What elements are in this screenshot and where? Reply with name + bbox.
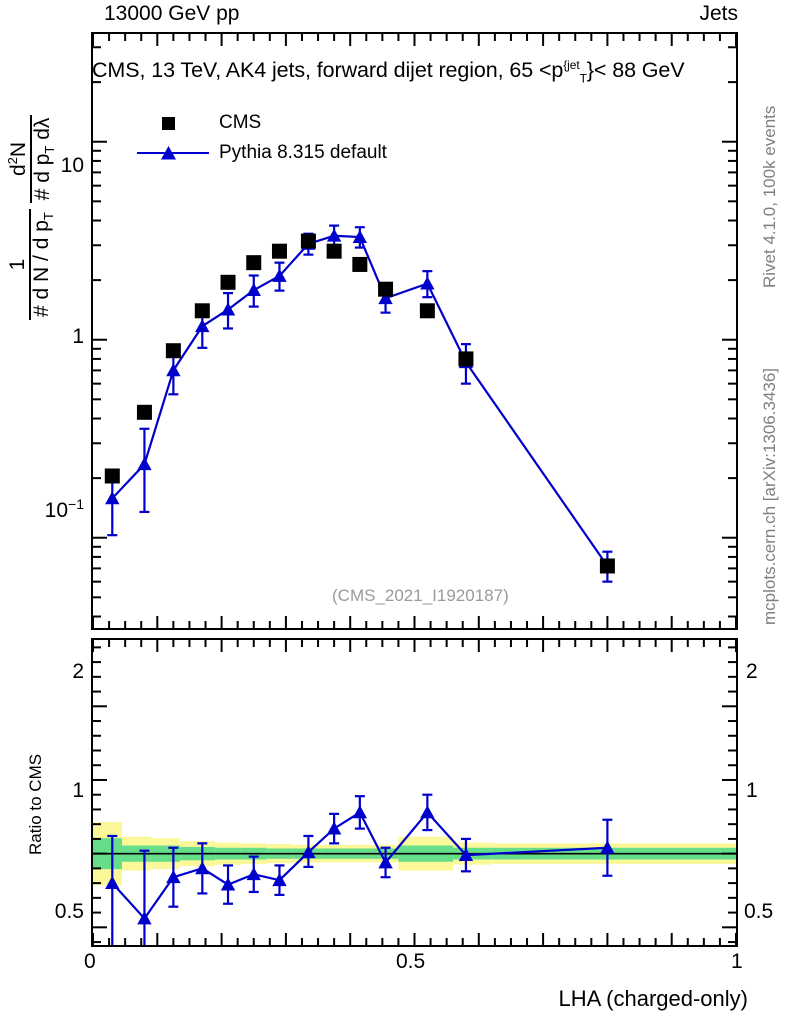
plot-title-sup: {jet — [563, 58, 580, 72]
legend-item-cms: CMS — [135, 108, 387, 138]
ratio-plot-canvas — [93, 640, 736, 945]
y-axis-fraction-right: d2N # d pT dλ — [5, 114, 58, 204]
plot-title-sub: T — [579, 71, 587, 86]
y-axis-den-1: # d N / d pT — [30, 212, 57, 317]
x-axis-title: LHA (charged-only) — [558, 986, 748, 1011]
x-tick-label-1: 1 — [731, 950, 743, 973]
generator-version-caption: Rivet 4.1.0, 100k events — [760, 105, 779, 288]
main-plot-panel — [91, 32, 738, 630]
y-axis-den-2: # d pT dλ — [31, 117, 58, 201]
ratio-y-tick-label-05-left: 0.5 — [54, 900, 84, 923]
ratio-plot-panel — [91, 638, 738, 947]
source-reference-caption: mcplots.cern.ch [arXiv:1306.3436] — [760, 367, 779, 625]
y-axis-num-1: 1 — [6, 209, 32, 320]
analysis-id-watermark: (CMS_2021_I1920187) — [332, 586, 509, 605]
triangle-line-marker-icon — [135, 142, 213, 164]
legend-item-pythia: Pythia 8.315 default — [135, 138, 387, 168]
y-axis-num-2: d2N — [5, 114, 33, 204]
legend-label-cms: CMS — [219, 112, 262, 133]
y-axis-fraction-left: 1 # d N / d pT — [6, 209, 57, 320]
ratio-y-tick-label-2-left: 2 — [72, 660, 84, 683]
plot-title-pre: CMS, 13 TeV, AK4 jets, forward dijet reg… — [92, 58, 564, 83]
header-analysis-category: Jets — [699, 2, 738, 25]
y-tick-label-10: 10 — [60, 154, 84, 177]
ratio-y-tick-label-2-right: 2 — [746, 660, 758, 683]
ratio-y-tick-label-05-right: 0.5 — [744, 900, 774, 923]
square-marker-icon — [135, 112, 213, 134]
legend: CMS Pythia 8.315 default — [135, 108, 387, 168]
x-tick-label-0: 0 — [84, 950, 96, 973]
x-tick-label-05: 0.5 — [396, 950, 426, 973]
y-axis-title-ratio: Ratio to CMS — [26, 753, 45, 855]
main-plot-canvas — [93, 34, 736, 628]
ratio-y-tick-label-1-left: 1 — [72, 779, 84, 802]
y-tick-mantissa: 10 — [44, 499, 69, 522]
plot-title: CMS, 13 TeV, AK4 jets, forward dijet reg… — [92, 58, 685, 85]
y-tick-label-1: 1 — [72, 325, 84, 348]
plot-title-post: }< 88 GeV — [586, 58, 685, 83]
legend-label-pythia: Pythia 8.315 default — [219, 142, 387, 163]
y-axis-title-main: 1 # d N / d pT d2N # d pT dλ — [5, 114, 58, 320]
y-tick-label-10e-1: 10−1 — [22, 496, 84, 523]
ratio-y-tick-label-1-right: 1 — [746, 779, 758, 802]
y-tick-exponent: −1 — [68, 496, 84, 512]
header-beam-info: 13000 GeV pp — [104, 2, 240, 25]
